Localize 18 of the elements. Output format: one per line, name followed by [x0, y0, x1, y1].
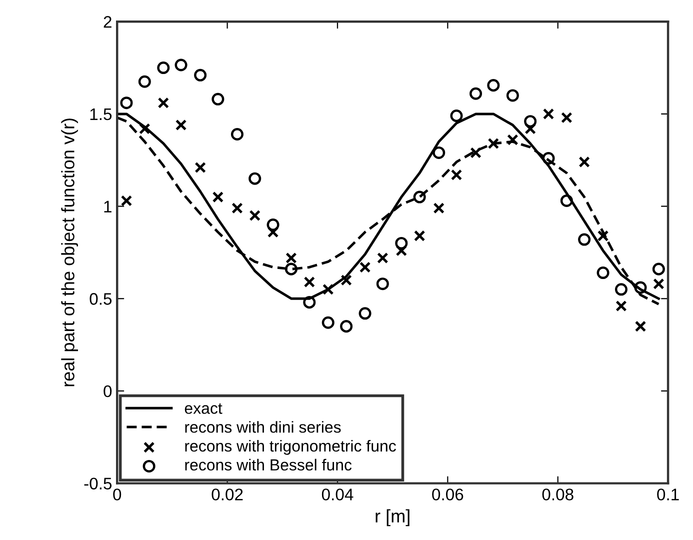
x-tick-label: 0.08 — [542, 488, 574, 500]
y-axis-title: real part of the object function v(r) — [61, 118, 78, 386]
x-tick-label: 0 — [113, 488, 122, 500]
y-tick-label: 2 — [104, 16, 112, 28]
legend-label: recons with trigonometric func — [185, 440, 396, 455]
y-tick-label: 0 — [104, 385, 112, 398]
y-tick-label: 1 — [104, 200, 112, 212]
x-tick-label: 0.02 — [212, 488, 243, 500]
legend-label: recons with Bessel func — [185, 458, 352, 471]
y-tick-label: 0.5 — [90, 293, 112, 305]
x-tick-label: 0.1 — [657, 488, 679, 500]
legend-label: exact — [184, 403, 222, 414]
y-tick-label: -0.5 — [84, 478, 112, 490]
y-tick-label: 1.5 — [90, 108, 112, 120]
x-tick-label: 0.06 — [432, 488, 464, 500]
legend-label: recons with dini series — [185, 421, 341, 433]
x-tick-label: 0.04 — [322, 488, 354, 500]
x-axis-title: r [m] — [376, 509, 410, 526]
